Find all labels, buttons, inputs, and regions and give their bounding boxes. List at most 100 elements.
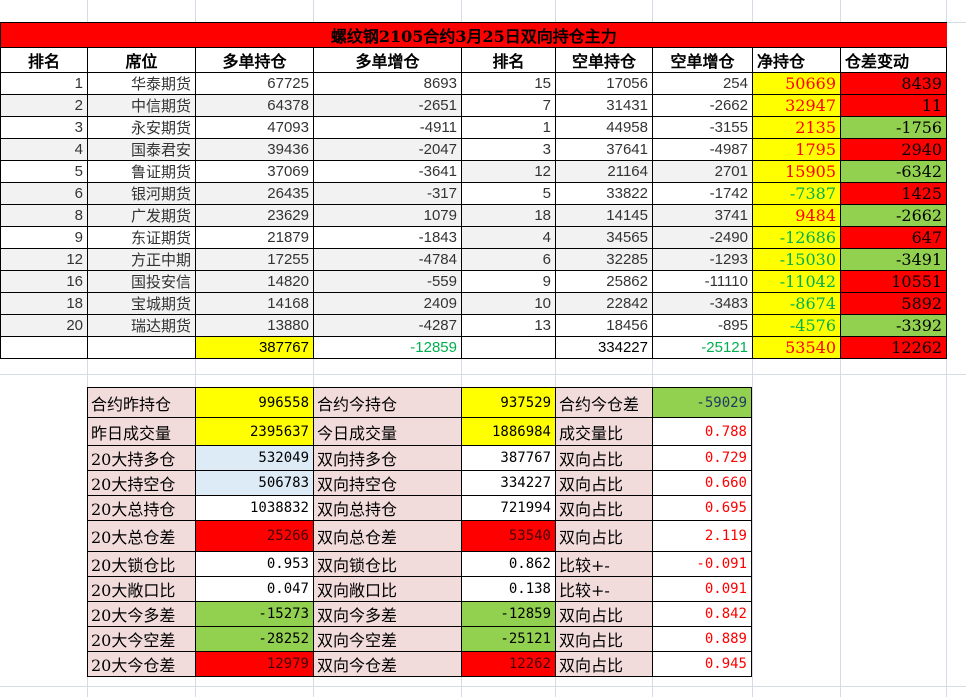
cell-seat[interactable]: 永安期货 — [87, 116, 196, 139]
summary-label[interactable]: 双向占比 — [555, 495, 653, 521]
summary-value[interactable]: 334227 — [461, 470, 556, 496]
cell-short-chg[interactable]: -2662 — [652, 94, 753, 117]
cell-long-chg[interactable]: -2651 — [313, 94, 462, 117]
cell-diff[interactable]: 2940 — [839, 138, 948, 161]
cell-short-chg[interactable]: -2490 — [652, 226, 753, 249]
summary-label[interactable]: 双向今仓差 — [313, 651, 462, 677]
cell-diff[interactable]: 10551 — [839, 270, 948, 293]
cell-short-chg[interactable]: -3483 — [652, 292, 753, 315]
cell-net[interactable]: -7387 — [752, 182, 841, 205]
cell-short-chg[interactable]: -3155 — [652, 116, 753, 139]
cell-diff[interactable]: -3392 — [839, 314, 948, 337]
summary-value[interactable]: 12262 — [461, 651, 556, 677]
cell-seat[interactable]: 国泰君安 — [87, 138, 196, 161]
cell-short-rank[interactable]: 10 — [461, 292, 556, 315]
cell-seat[interactable]: 国投安信 — [87, 270, 196, 293]
summary-label[interactable]: 20大总仓差 — [87, 520, 196, 552]
cell-long[interactable]: 14820 — [195, 270, 314, 293]
cell-diff[interactable]: 11 — [839, 94, 948, 117]
cell-short[interactable]: 14145 — [555, 204, 653, 227]
cell-net[interactable]: 1795 — [752, 138, 841, 161]
summary-label[interactable]: 双向占比 — [555, 651, 653, 677]
cell-long[interactable]: 23629 — [195, 204, 314, 227]
summary-value[interactable]: -0.091 — [652, 551, 752, 577]
column-header[interactable]: 空单持仓 — [555, 47, 653, 73]
cell-long-chg[interactable]: -317 — [313, 182, 462, 205]
summary-value[interactable]: 721994 — [461, 495, 556, 521]
cell-long[interactable]: 21879 — [195, 226, 314, 249]
summary-label[interactable]: 双向总持仓 — [313, 495, 462, 521]
cell-empty[interactable] — [87, 336, 196, 359]
cell-rank[interactable]: 1 — [0, 72, 88, 95]
summary-value[interactable]: 937529 — [461, 387, 556, 418]
cell-short-chg[interactable]: -895 — [652, 314, 753, 337]
cell-short[interactable]: 25862 — [555, 270, 653, 293]
cell-short[interactable]: 31431 — [555, 94, 653, 117]
cell-long-chg[interactable]: 1079 — [313, 204, 462, 227]
total-net[interactable]: 53540 — [752, 336, 841, 359]
cell-seat[interactable]: 中信期货 — [87, 94, 196, 117]
summary-value[interactable]: 2.119 — [652, 520, 752, 552]
cell-seat[interactable]: 银河期货 — [87, 182, 196, 205]
cell-diff[interactable]: 8439 — [839, 72, 948, 95]
summary-value[interactable]: 2395637 — [195, 417, 314, 446]
cell-long-chg[interactable]: 8693 — [313, 72, 462, 95]
total-short-change[interactable]: -25121 — [652, 336, 753, 359]
summary-value[interactable]: 0.138 — [461, 576, 556, 602]
summary-label[interactable]: 合约昨持仓 — [87, 387, 196, 418]
summary-value[interactable]: 12979 — [195, 651, 314, 677]
cell-short-rank[interactable]: 7 — [461, 94, 556, 117]
summary-value[interactable]: 1038832 — [195, 495, 314, 521]
summary-label[interactable]: 合约今仓差 — [555, 387, 653, 418]
cell-net[interactable]: 32947 — [752, 94, 841, 117]
summary-label[interactable]: 20大今空差 — [87, 626, 196, 652]
cell-net[interactable]: -8674 — [752, 292, 841, 315]
cell-net[interactable]: -15030 — [752, 248, 841, 271]
cell-long[interactable]: 17255 — [195, 248, 314, 271]
cell-short-rank[interactable]: 12 — [461, 160, 556, 183]
summary-value[interactable]: 0.695 — [652, 495, 752, 521]
cell-long-chg[interactable]: -4287 — [313, 314, 462, 337]
cell-net[interactable]: 15905 — [752, 160, 841, 183]
cell-seat[interactable]: 瑞达期货 — [87, 314, 196, 337]
summary-value[interactable]: 996558 — [195, 387, 314, 418]
cell-short-chg[interactable]: -11110 — [652, 270, 753, 293]
summary-label[interactable]: 20大今仓差 — [87, 651, 196, 677]
cell-rank[interactable]: 16 — [0, 270, 88, 293]
column-header[interactable]: 排名 — [0, 47, 88, 73]
cell-rank[interactable]: 6 — [0, 182, 88, 205]
summary-value[interactable]: 532049 — [195, 445, 314, 471]
cell-short-rank[interactable]: 6 — [461, 248, 556, 271]
cell-short-rank[interactable]: 9 — [461, 270, 556, 293]
cell-empty[interactable] — [461, 336, 556, 359]
summary-label[interactable]: 双向锁仓比 — [313, 551, 462, 577]
cell-rank[interactable]: 2 — [0, 94, 88, 117]
summary-value[interactable]: 53540 — [461, 520, 556, 552]
summary-label[interactable]: 20大今多差 — [87, 601, 196, 627]
cell-diff[interactable]: -6342 — [839, 160, 948, 183]
summary-value[interactable]: -15273 — [195, 601, 314, 627]
cell-net[interactable]: -11042 — [752, 270, 841, 293]
cell-long-chg[interactable]: 2409 — [313, 292, 462, 315]
summary-label[interactable]: 双向占比 — [555, 445, 653, 471]
cell-long-chg[interactable]: -4911 — [313, 116, 462, 139]
cell-short-rank[interactable]: 18 — [461, 204, 556, 227]
cell-short-rank[interactable]: 13 — [461, 314, 556, 337]
cell-seat[interactable]: 鲁证期货 — [87, 160, 196, 183]
cell-short-chg[interactable]: 3741 — [652, 204, 753, 227]
cell-short[interactable]: 34565 — [555, 226, 653, 249]
column-header[interactable]: 多单持仓 — [195, 47, 314, 73]
cell-short[interactable]: 21164 — [555, 160, 653, 183]
summary-value[interactable]: 0.842 — [652, 601, 752, 627]
cell-rank[interactable]: 3 — [0, 116, 88, 139]
cell-short[interactable]: 22842 — [555, 292, 653, 315]
cell-long[interactable]: 26435 — [195, 182, 314, 205]
cell-diff[interactable]: 5892 — [839, 292, 948, 315]
cell-diff[interactable]: 1425 — [839, 182, 948, 205]
total-long-change[interactable]: -12859 — [313, 336, 462, 359]
cell-short-chg[interactable]: -1742 — [652, 182, 753, 205]
cell-long[interactable]: 47093 — [195, 116, 314, 139]
cell-long-chg[interactable]: -4784 — [313, 248, 462, 271]
cell-seat[interactable]: 东证期货 — [87, 226, 196, 249]
summary-label[interactable]: 昨日成交量 — [87, 417, 196, 446]
